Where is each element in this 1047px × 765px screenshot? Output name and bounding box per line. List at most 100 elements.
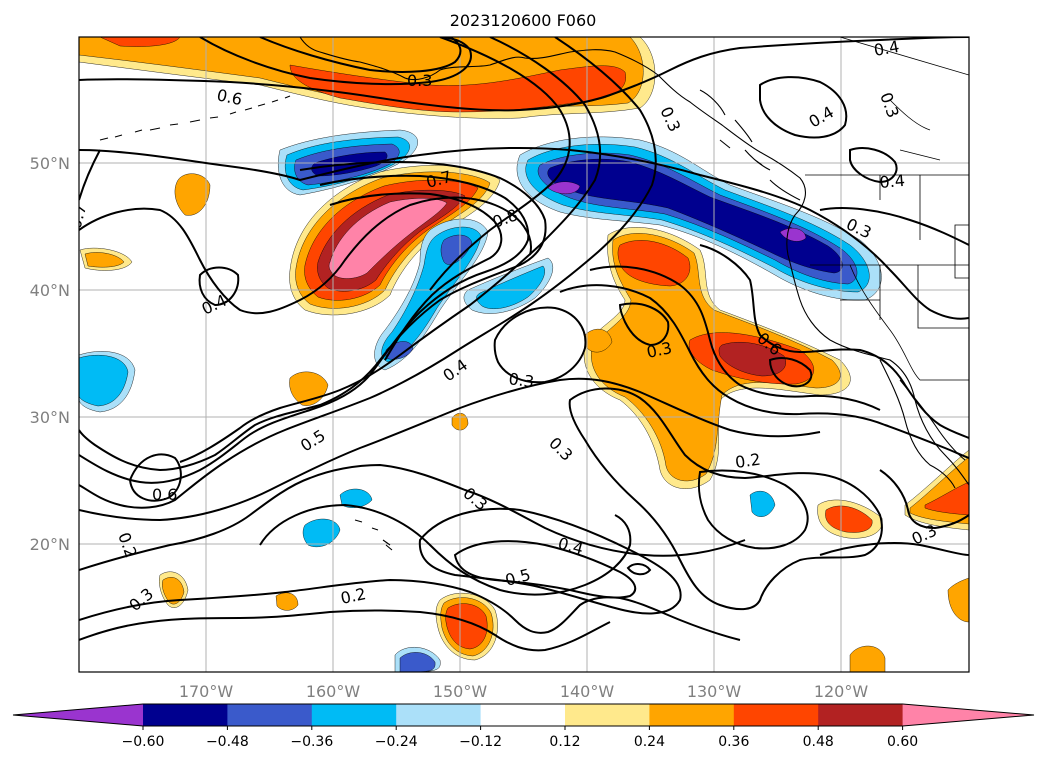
contour-29: [879, 469, 969, 530]
colorbar-tick-label: −0.48: [206, 734, 249, 750]
shade-pos-140w-small: [584, 328, 613, 353]
shade-neg-small-6: [339, 488, 373, 508]
shade-pos-small-1: [174, 173, 211, 216]
shade-neg-145w-mid: [476, 265, 545, 309]
contour-18: [79, 578, 741, 641]
colorbar-extend-low: [13, 704, 143, 726]
shade-pos-east-core: [924, 481, 969, 516]
contour-label-c4: 0.6: [215, 85, 244, 109]
lat-axis-labels: 50°N 40°N 30°N 20°N: [30, 154, 70, 554]
contour-label-c8: 0.4: [879, 171, 906, 192]
contour-4: [79, 196, 532, 315]
contour-33: [198, 266, 240, 307]
shade-neg-small-5: [302, 518, 341, 548]
map-frame: [78, 36, 970, 673]
shade-pos-far-se-1: [947, 577, 969, 623]
contour-25: [493, 306, 587, 384]
contour-12: [79, 377, 821, 522]
lat-label-40n: 40°N: [30, 281, 70, 300]
colorbar-tick-label: −0.36: [290, 734, 333, 750]
contour-20: [699, 244, 969, 439]
colorbar-swatch: [565, 704, 650, 726]
lon-label-140w: 140°W: [560, 682, 615, 701]
shade-pos-small-2b: [84, 252, 125, 268]
colorbar-tick-label: 0.36: [718, 734, 749, 750]
lon-axis-labels: 170°W 160°W 150°W 140°W 130°W 120°W: [179, 682, 869, 701]
contour-label-c27: 0.2: [339, 584, 368, 608]
colorbar-swatch: [480, 704, 566, 726]
contour-28: [819, 542, 969, 556]
colorbar-tick-label: −0.60: [122, 734, 165, 750]
colorbar-swatch: [818, 704, 904, 726]
contour-16: [453, 540, 637, 599]
lat-label-50n: 50°N: [30, 154, 70, 173]
shade-gulf-neg-min1: [547, 181, 581, 194]
lat-label-20n: 20°N: [30, 535, 70, 554]
contour-21: [589, 265, 881, 411]
shade-pos-135w-red1: [617, 240, 691, 287]
contour-label-c16: 0.3: [507, 369, 535, 391]
shade-pos-south-core: [445, 603, 488, 650]
lon-label-160w: 160°W: [306, 682, 361, 701]
contour-0: [79, 37, 969, 112]
map-panel: 0.4 0.3 0.4 0.6 0.3 0.3 0.7 0.4 0.3 0.7 …: [66, 37, 969, 672]
contour-11: [128, 453, 182, 502]
contour-label-c21: 0.2: [734, 450, 762, 472]
contour-label-c1: 0.4: [872, 37, 900, 60]
border-canada-provinces: [839, 37, 969, 161]
shade-pos-small-7b: [162, 577, 185, 605]
coast-alaska: [299, 37, 969, 486]
graticule: [79, 37, 969, 672]
colorbar-tick-label: −0.12: [459, 734, 502, 750]
contour-17: [626, 563, 652, 576]
shade-neg-small-9: [749, 490, 776, 517]
border-states: [810, 175, 969, 381]
contour-14: [259, 503, 632, 596]
shade-neg-west: [79, 354, 129, 407]
contour-19: [79, 609, 611, 652]
colorbar-swatch: [396, 704, 482, 726]
contour-24: [618, 302, 670, 347]
contour-22: [559, 284, 969, 459]
colorbar-swatch: [649, 704, 735, 726]
contour-31: [849, 147, 898, 184]
lon-label-170w: 170°W: [179, 682, 234, 701]
contour-27: [697, 469, 809, 550]
contour-label-c7: 0.7: [66, 202, 91, 232]
lon-label-150w: 150°W: [433, 682, 488, 701]
coast-hawaii: [354, 519, 393, 551]
shade-gulf-neg-deep: [547, 158, 843, 274]
shade-neg-streak-core: [440, 234, 473, 265]
contour-10: [79, 37, 657, 509]
contour-label-c5: 0.3: [407, 71, 432, 90]
contour-3: [79, 146, 969, 320]
contour-26: [568, 387, 883, 611]
colorbar-swatch: [733, 704, 819, 726]
colorbar-swatch: [311, 704, 397, 726]
contour-7: [329, 192, 503, 361]
contour-2: [259, 37, 462, 73]
lat-label-30n: 30°N: [30, 408, 70, 427]
colorbar-tick-label: 0.24: [634, 734, 665, 750]
contour-32: [819, 207, 969, 246]
contour-label-c19: 0.6: [152, 485, 177, 504]
colorbar-tick-label: 0.48: [803, 734, 834, 750]
contour-label-c14: 0.3: [645, 338, 674, 362]
shade-pos-135w-brick: [718, 342, 786, 377]
contour-9: [179, 37, 602, 463]
contour-lines: [79, 37, 969, 652]
shade-pos-small-10b: [825, 505, 873, 533]
contour-8: [429, 37, 571, 291]
colorbar-tick-label: 0.60: [887, 734, 918, 750]
colorbar-swatch: [143, 704, 228, 726]
colorbar-extend-high: [902, 704, 1034, 726]
lon-label-120w: 120°W: [814, 682, 869, 701]
coastlines: [99, 37, 969, 551]
lon-label-130w: 130°W: [687, 682, 742, 701]
contour-34: [79, 149, 101, 201]
contour-30: [759, 76, 848, 139]
shade-pos-far-se-2: [849, 645, 886, 672]
contour-23: [768, 357, 813, 388]
map-title: 2023120600 F060: [450, 11, 597, 30]
